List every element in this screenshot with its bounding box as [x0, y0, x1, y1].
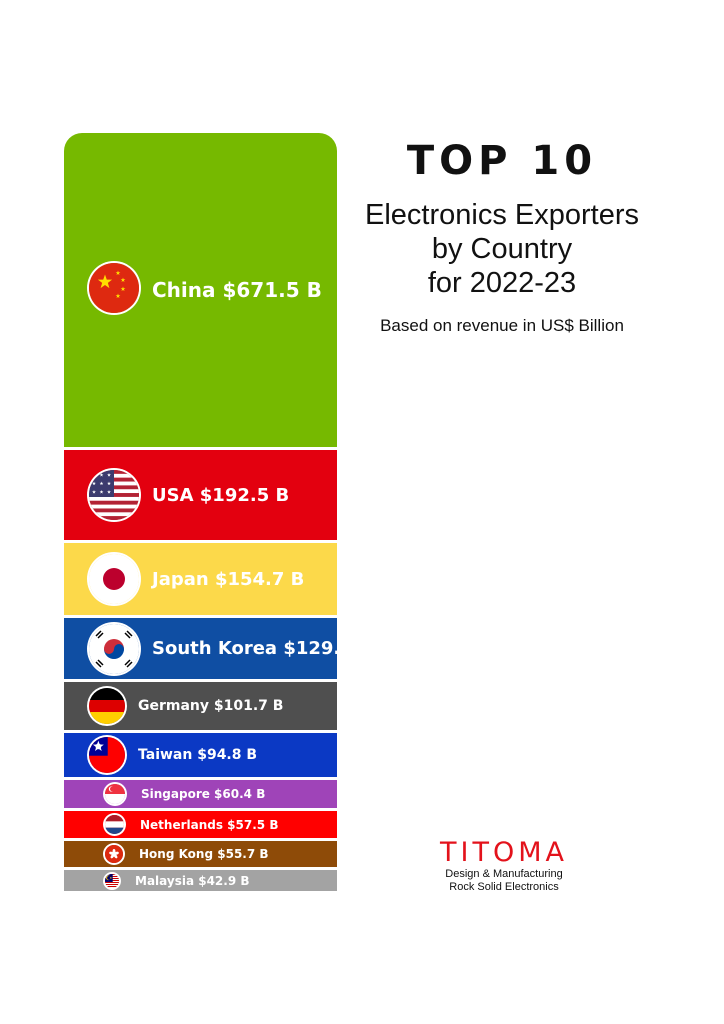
taiwan-flag-icon [89, 737, 125, 773]
japan-flag-icon [89, 554, 139, 604]
hong-kong-flag-icon [105, 845, 123, 863]
data-label: USA $192.5 B [152, 484, 290, 506]
data-label: China $671.5 B [152, 278, 322, 302]
data-label: Taiwan $94.8 B [138, 747, 258, 763]
logo-tagline: Design & Manufacturing [445, 868, 563, 880]
netherlands-flag-icon [105, 815, 124, 834]
page-subtitle: Electronics Exporters by Country for 202… [352, 198, 652, 300]
stacked-bar-chart: China $671.5 B USA $192.5 B Japan $154.7 B… [64, 133, 337, 891]
usa-flag-icon [89, 470, 139, 520]
bar-segment-hong-kong: Hong Kong $55.7 B [64, 841, 337, 867]
chart-note: Based on revenue in US$ Billion [380, 316, 624, 335]
china-flag-icon [89, 263, 139, 313]
bar-segment-germany: Germany $101.7 B [64, 682, 337, 730]
bar-segment-malaysia: Malaysia $42.9 B [64, 870, 337, 891]
bar-segment-south-korea: South Korea $129.4 B [64, 618, 337, 679]
bar-segment-singapore: Singapore $60.4 B [64, 780, 337, 808]
subtitle-line: for 2022-23 [427, 267, 577, 299]
titoma-logo: TITOMA Design & Manufacturing Rock Solid… [420, 838, 588, 894]
page-title: TOP 10 [406, 138, 598, 184]
data-label: Malaysia $42.9 B [135, 873, 250, 888]
data-label: South Korea $129.4 B [152, 638, 337, 659]
data-label: Germany $101.7 B [138, 698, 284, 714]
germany-flag-icon [89, 688, 125, 724]
subtitle-line: by Country [431, 233, 573, 265]
subtitle-line: Electronics Exporters [365, 199, 639, 231]
singapore-flag-icon [105, 784, 125, 804]
bar-segment-china: China $671.5 B [64, 133, 337, 447]
bar-segment-taiwan: Taiwan $94.8 B [64, 733, 337, 777]
data-label: Singapore $60.4 B [141, 787, 266, 801]
logo-name: TITOMA [440, 837, 568, 868]
data-label: Netherlands $57.5 B [140, 817, 279, 832]
bar-segment-japan: Japan $154.7 B [64, 543, 337, 615]
logo-tagline: Rock Solid Electronics [449, 881, 559, 893]
data-label: Japan $154.7 B [152, 568, 305, 590]
bar-segment-netherlands: Netherlands $57.5 B [64, 811, 337, 838]
malaysia-flag-icon [105, 873, 119, 888]
data-label: Hong Kong $55.7 B [139, 847, 269, 861]
south-korea-flag-icon [89, 623, 139, 674]
bar-segment-usa: USA $192.5 B [64, 450, 337, 540]
